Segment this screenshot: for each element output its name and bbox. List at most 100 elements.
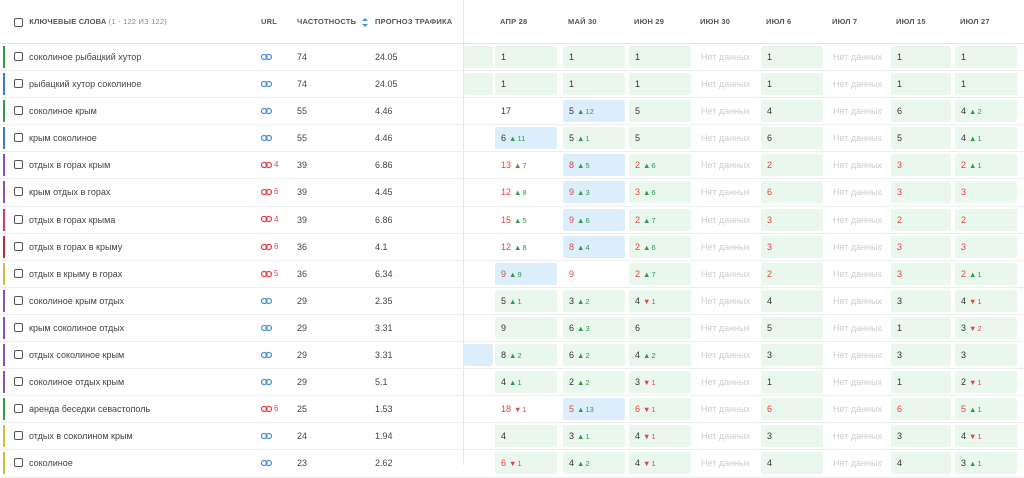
link-blue-icon[interactable]: [260, 106, 273, 115]
url-cell[interactable]: 6: [260, 396, 278, 422]
position-cell[interactable]: 12 ▲8: [495, 181, 557, 203]
position-cell[interactable]: 4: [761, 289, 823, 312]
position-cell[interactable]: 13 ▲7: [495, 154, 557, 176]
position-cell[interactable]: 2: [761, 154, 823, 177]
position-cell[interactable]: 3: [761, 425, 823, 448]
link-blue-icon[interactable]: [260, 377, 273, 386]
position-cell[interactable]: 4 ▲1: [955, 127, 1017, 150]
position-cell[interactable]: 3 ▼1: [629, 371, 691, 394]
date-header[interactable]: АПР 28: [500, 17, 528, 26]
url-cell[interactable]: [260, 288, 274, 314]
link-red-icon[interactable]: [260, 269, 273, 278]
position-cell[interactable]: 8 ▲2: [495, 344, 557, 367]
position-cell[interactable]: 6: [629, 316, 691, 339]
position-cell[interactable]: Нет данных: [695, 154, 757, 176]
position-cell[interactable]: 6 ▲3: [563, 316, 625, 339]
position-cell[interactable]: 4 ▲2: [629, 344, 691, 367]
keyword-text[interactable]: соколиное рыбацкий хутор: [29, 52, 142, 62]
position-cell[interactable]: Нет данных: [827, 371, 887, 393]
position-cell[interactable]: Нет данных: [827, 398, 887, 420]
keyword-text[interactable]: соколиное крым: [29, 106, 97, 117]
position-cell[interactable]: 4: [761, 452, 823, 475]
position-cell[interactable]: Нет данных: [695, 236, 757, 258]
position-cell[interactable]: 3: [891, 344, 951, 367]
date-header[interactable]: МАЙ 30: [568, 17, 597, 26]
position-cell[interactable]: 3: [891, 181, 951, 204]
keyword-text[interactable]: отдых соколиное крым: [29, 350, 125, 361]
position-cell[interactable]: Нет данных: [695, 398, 757, 420]
position-cell[interactable]: 3 ▼2: [955, 316, 1017, 339]
position-cell[interactable]: 2 ▼1: [955, 371, 1017, 394]
position-cell[interactable]: 6: [761, 127, 823, 150]
position-cell[interactable]: Нет данных: [827, 452, 887, 474]
position-cell[interactable]: 2 ▲2: [563, 371, 625, 394]
position-cell[interactable]: Нет данных: [695, 290, 757, 312]
row-checkbox[interactable]: [14, 431, 23, 441]
link-red-icon[interactable]: [260, 160, 273, 169]
url-cell[interactable]: 6: [260, 179, 278, 205]
link-blue-icon[interactable]: [260, 431, 273, 440]
position-cell[interactable]: 9 ▲6: [563, 208, 625, 231]
position-cell[interactable]: 1: [495, 46, 557, 68]
position-cell[interactable]: 4 ▲2: [563, 452, 625, 475]
keyword-text[interactable]: соколиное отдых крым: [29, 377, 125, 388]
position-cell[interactable]: 4 ▼1: [629, 425, 691, 448]
position-cell[interactable]: 5: [629, 127, 691, 150]
keywords-header-label[interactable]: КЛЮЧЕВЫЕ СЛОВА: [29, 17, 107, 26]
position-cell[interactable]: Нет данных: [827, 344, 887, 366]
position-cell[interactable]: 1: [891, 371, 951, 394]
table-row[interactable]: крым отдых в горах 6 39 4.45 12 ▲8 9 ▲3 3 ▲6 Нет д…: [0, 179, 1024, 207]
url-cell[interactable]: [260, 342, 274, 368]
url-cell[interactable]: 4: [260, 152, 278, 178]
position-cell[interactable]: 6 ▲11: [495, 127, 557, 150]
date-header[interactable]: ИЮЛ 27: [960, 17, 990, 26]
link-red-icon[interactable]: [260, 404, 273, 413]
url-cell[interactable]: [260, 71, 274, 97]
position-cell[interactable]: 1: [955, 46, 1017, 68]
position-cell[interactable]: Нет данных: [827, 209, 887, 231]
position-cell[interactable]: 6: [891, 100, 951, 123]
table-row[interactable]: аренда беседки севастополь 6 25 1.53 18 ▼1 5 ▲1…: [0, 396, 1024, 424]
url-cell[interactable]: [260, 369, 274, 395]
table-row[interactable]: соколиное 23 2.62 6 ▼1 4 ▲2 4 ▼1 Нет данных 4 Нет д…: [0, 450, 1024, 478]
date-header[interactable]: ИЮЛ 7: [832, 17, 858, 26]
link-red-icon[interactable]: [260, 187, 273, 196]
position-cell[interactable]: Нет данных: [827, 100, 887, 122]
link-blue-icon[interactable]: [260, 296, 273, 305]
url-cell[interactable]: [260, 315, 274, 341]
position-cell[interactable]: Нет данных: [827, 154, 887, 176]
keyword-text[interactable]: крым отдых в горах: [29, 187, 111, 198]
position-cell[interactable]: Нет данных: [695, 209, 757, 231]
position-cell[interactable]: Нет данных: [695, 425, 757, 447]
link-red-icon[interactable]: [260, 215, 273, 224]
table-row[interactable]: отдых в горах крыма 4 39 6.86 15 ▲5 9 ▲6 2 ▲7 Нет …: [0, 207, 1024, 234]
position-cell[interactable]: 3 ▲1: [563, 425, 625, 448]
position-cell[interactable]: 3: [761, 235, 823, 258]
position-cell[interactable]: 3: [891, 425, 951, 448]
table-row[interactable]: отдых в горах крым 4 39 6.86 13 ▲7 8 ▲5 2 ▲6 Нет д…: [0, 152, 1024, 180]
url-cell[interactable]: [260, 98, 274, 124]
row-checkbox[interactable]: [14, 404, 23, 414]
position-cell[interactable]: 3: [955, 344, 1017, 367]
position-cell[interactable]: 3 ▲6: [629, 181, 691, 204]
position-cell[interactable]: 2 ▲6: [629, 235, 691, 258]
position-cell[interactable]: 2 ▲7: [629, 262, 691, 285]
position-cell[interactable]: 2: [955, 208, 1017, 231]
position-cell[interactable]: 4: [495, 425, 557, 448]
position-cell[interactable]: 9 ▲3: [563, 181, 625, 204]
row-checkbox[interactable]: [14, 106, 23, 116]
link-blue-icon[interactable]: [260, 133, 273, 142]
position-cell[interactable]: Нет данных: [827, 181, 887, 203]
position-cell[interactable]: 9: [563, 263, 625, 285]
position-cell[interactable]: Нет данных: [827, 290, 887, 312]
position-cell[interactable]: Нет данных: [695, 73, 757, 95]
table-row[interactable]: крым соколиное 55 4.46 6 ▲11 5 ▲1 5 Нет данных 6 Н…: [0, 125, 1024, 153]
date-header[interactable]: ИЮЛ 6: [766, 17, 792, 26]
select-all-checkbox[interactable]: [14, 17, 23, 27]
keyword-text[interactable]: рыбацкий хутор соколиное: [29, 79, 142, 90]
url-cell[interactable]: [260, 125, 274, 151]
position-cell[interactable]: Нет данных: [695, 452, 757, 474]
position-cell[interactable]: 4 ▼1: [629, 289, 691, 312]
keyword-text[interactable]: отдых в соколином крым: [29, 431, 133, 442]
position-cell[interactable]: 1: [563, 73, 625, 96]
